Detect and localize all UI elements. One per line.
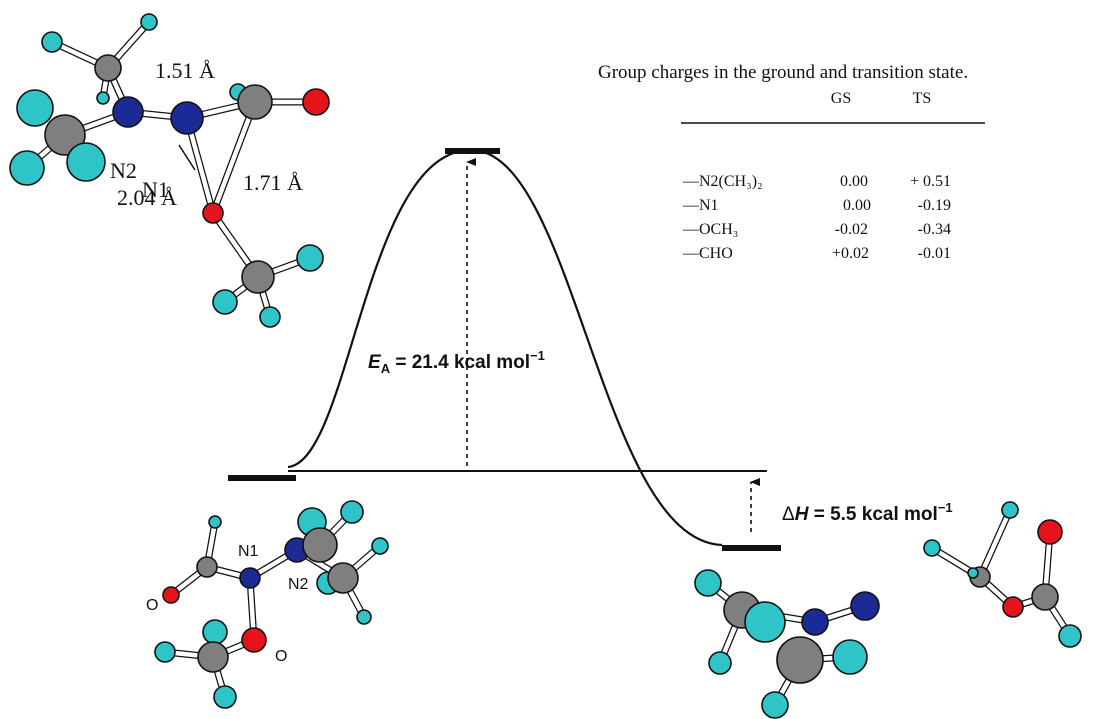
table-cell: —OCH₃ bbox=[682, 221, 738, 238]
product-molecule bbox=[695, 570, 879, 718]
table-caption: Group charges in the ground and transiti… bbox=[598, 62, 968, 83]
bond-label: 1.51 Å bbox=[155, 58, 215, 83]
charge-table: Group charges in the ground and transiti… bbox=[598, 62, 985, 262]
table-header: TS bbox=[913, 90, 932, 107]
enthalpy: ΔH = 5.5 kcal mol−1 bbox=[782, 500, 953, 525]
gs-molecule: N1 N2 O O bbox=[146, 501, 388, 708]
superscript: −1 bbox=[530, 348, 545, 363]
text: = 21.4 kcal mol bbox=[390, 352, 530, 373]
atom-label: N2 bbox=[110, 158, 137, 183]
table-cell: + 0.51 bbox=[910, 173, 951, 190]
table-cell: +0.02 bbox=[832, 245, 869, 262]
diagram: 1.51 Å N2 N1 2.04 Å 1.71 Å N1 N2 O O bbox=[0, 0, 1117, 719]
table-cell: -0.01 bbox=[918, 245, 951, 262]
table-cell: 0.00 bbox=[840, 173, 868, 190]
table-cell: 0.00 bbox=[843, 197, 871, 214]
table-cell: -0.19 bbox=[918, 197, 951, 214]
bond-label: 2.04 Å bbox=[117, 185, 177, 210]
table-cell: -0.02 bbox=[835, 221, 868, 238]
table-cell: —CHO bbox=[682, 245, 733, 262]
atom-label: N1 bbox=[238, 543, 259, 560]
activation-energy: EA = 21.4 kcal mol−1 bbox=[368, 348, 545, 376]
atom-label: O bbox=[275, 648, 287, 665]
atom-label: O bbox=[146, 597, 158, 614]
bond-label: 1.71 Å bbox=[243, 170, 303, 195]
delta: Δ bbox=[782, 504, 795, 525]
ts-molecule: 1.51 Å N2 N1 2.04 Å 1.71 Å bbox=[10, 14, 329, 327]
product-molecule bbox=[924, 502, 1081, 647]
atom-label: N2 bbox=[288, 576, 309, 593]
table-cell: -0.34 bbox=[918, 221, 951, 238]
table-cell: —N2(CH₃)₂ bbox=[682, 173, 763, 190]
superscript: −1 bbox=[938, 500, 953, 515]
text: = 5.5 kcal mol bbox=[808, 504, 937, 525]
table-header: GS bbox=[831, 90, 851, 107]
table-cell: —N1 bbox=[682, 197, 719, 214]
